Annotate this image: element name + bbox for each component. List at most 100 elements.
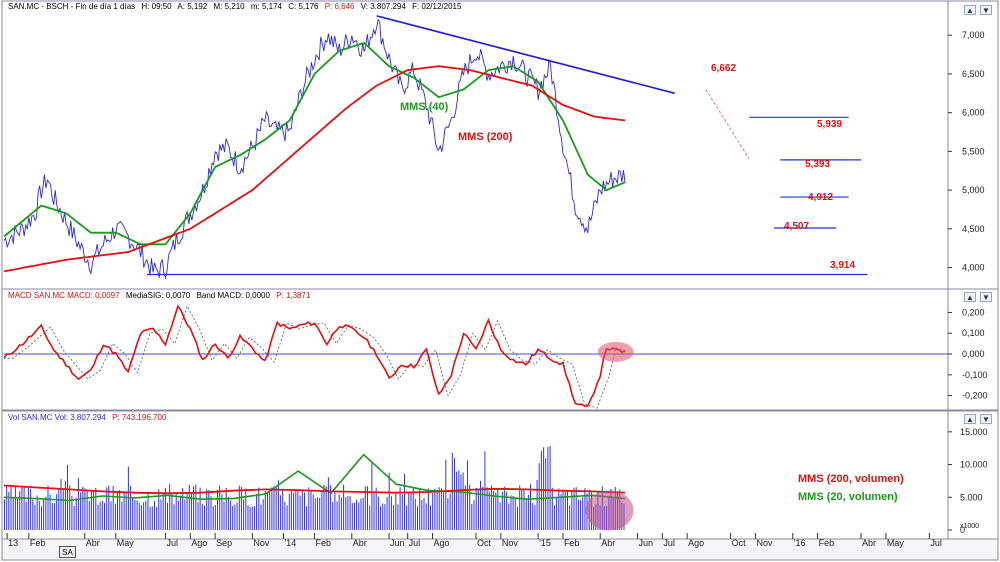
macd-header-p: P: 1,3871 bbox=[276, 291, 311, 300]
date-axis-label: Ago bbox=[688, 538, 704, 548]
volume-bar bbox=[143, 502, 145, 530]
price-scroll-up-button[interactable]: ▲ bbox=[964, 5, 976, 15]
date-axis-label: Feb bbox=[819, 538, 835, 548]
volume-bar bbox=[440, 488, 442, 530]
volume-bar bbox=[454, 458, 455, 530]
volume-header-p: P: 743.196.700 bbox=[112, 413, 167, 422]
volume-bar bbox=[467, 460, 468, 530]
volume-bar bbox=[412, 486, 414, 530]
volume-bar bbox=[282, 488, 284, 530]
volume-bar bbox=[551, 487, 553, 530]
price-scroll-down-button[interactable]: ▼ bbox=[980, 5, 992, 15]
volume-bar bbox=[360, 498, 362, 530]
price-dashed-trend bbox=[705, 89, 750, 160]
volume-bar bbox=[277, 480, 279, 530]
date-axis-label: Nov bbox=[253, 538, 270, 548]
macd-scroll-up-button[interactable]: ▲ bbox=[964, 292, 976, 302]
volume-axis-tick-label: 15.000 bbox=[960, 427, 988, 437]
date-axis-label: Oct bbox=[477, 538, 492, 548]
volume-bar bbox=[482, 486, 484, 530]
price-header-close: C: 5,176 bbox=[288, 2, 319, 11]
volume-bar bbox=[14, 485, 16, 530]
volume-bar bbox=[67, 464, 68, 530]
volume-bar bbox=[260, 504, 262, 530]
volume-bar bbox=[38, 500, 40, 530]
date-axis-label: Jul bbox=[930, 538, 942, 548]
volume-bar bbox=[427, 488, 429, 530]
volume-scale-label: x1000 bbox=[960, 523, 979, 530]
price-level-label: 4,507 bbox=[784, 221, 809, 232]
volume-bar bbox=[364, 486, 366, 530]
date-axis-label: Jul bbox=[166, 538, 178, 548]
volume-bar bbox=[373, 493, 375, 530]
volume-bar bbox=[393, 505, 395, 530]
volume-bar bbox=[271, 487, 273, 530]
volume-bar bbox=[521, 490, 523, 530]
volume-bar bbox=[419, 488, 421, 530]
volume-mms20-label: MMS (20, volumen) bbox=[798, 491, 898, 503]
volume-bar bbox=[580, 500, 581, 530]
volume-bar bbox=[151, 506, 153, 530]
volume-bar bbox=[4, 499, 5, 530]
date-axis-label: Sep bbox=[216, 538, 232, 548]
volume-bar bbox=[262, 499, 264, 530]
volume-bar bbox=[384, 504, 386, 530]
volume-bar bbox=[410, 491, 412, 530]
volume-bar bbox=[69, 485, 71, 530]
volume-bar bbox=[536, 479, 538, 530]
volume-bar bbox=[377, 496, 379, 530]
volume-bar bbox=[567, 490, 568, 530]
volume-bar bbox=[86, 490, 88, 530]
volume-bar bbox=[432, 493, 434, 530]
volume-bar bbox=[519, 485, 521, 530]
price-header-high: M: 5,210 bbox=[213, 2, 245, 11]
macd-scroll-down-button[interactable]: ▼ bbox=[980, 292, 992, 302]
volume-bar bbox=[527, 494, 529, 530]
volume-bar bbox=[88, 501, 90, 530]
volume-bar bbox=[127, 466, 129, 530]
volume-bar bbox=[219, 485, 221, 530]
price-header-date: F: 02/12/2015 bbox=[412, 2, 462, 11]
volume-bar bbox=[30, 488, 32, 530]
volume-bar bbox=[162, 494, 164, 530]
volume-bar bbox=[95, 488, 97, 530]
volume-bar bbox=[97, 504, 99, 530]
volume-bar bbox=[186, 492, 188, 530]
volume-bar bbox=[382, 503, 384, 530]
volume-bar bbox=[12, 498, 14, 530]
date-axis-label: Abr bbox=[353, 538, 367, 548]
volume-bar bbox=[525, 498, 527, 530]
volume-bar bbox=[175, 492, 177, 530]
volume-bar bbox=[112, 486, 114, 530]
macd-header-value: MACD SAN.MC MACD: 0,0097 bbox=[8, 291, 120, 300]
volume-bar bbox=[497, 488, 499, 530]
price-panel bbox=[1, 0, 999, 290]
volume-bar bbox=[493, 491, 495, 530]
volume-bar bbox=[167, 502, 168, 530]
volume-bar bbox=[397, 504, 399, 530]
volume-bar bbox=[251, 507, 253, 530]
volume-bar bbox=[404, 473, 405, 530]
volume-bar bbox=[25, 501, 27, 530]
volume-bar bbox=[538, 463, 540, 530]
volume-bar bbox=[158, 489, 160, 530]
volume-bar bbox=[430, 505, 431, 530]
volume-bar bbox=[484, 451, 486, 530]
mms200-line bbox=[3, 65, 626, 273]
volume-bar bbox=[75, 497, 77, 530]
volume-bar bbox=[293, 492, 295, 530]
volume-bar bbox=[290, 490, 292, 530]
volume-bar bbox=[145, 500, 147, 530]
volume-bar bbox=[208, 490, 210, 530]
volume-bar bbox=[190, 494, 192, 530]
volume-scroll-down-button[interactable]: ▼ bbox=[980, 414, 992, 424]
symbol-tab[interactable]: SA bbox=[59, 546, 76, 558]
macd-header: MACD SAN.MC MACD: 0,0097 MediaSIG: 0,007… bbox=[8, 291, 314, 300]
volume-bar bbox=[227, 496, 229, 530]
volume-scroll-up-button[interactable]: ▲ bbox=[964, 414, 976, 424]
volume-bar bbox=[317, 497, 318, 530]
volume-bar bbox=[258, 487, 260, 530]
volume-bar bbox=[530, 484, 531, 530]
volume-bar bbox=[395, 493, 397, 530]
